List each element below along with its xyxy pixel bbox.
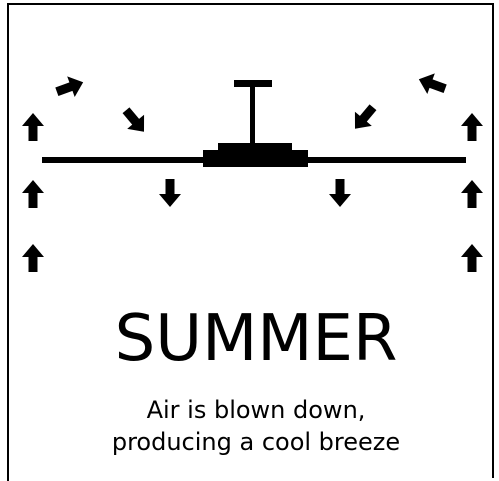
arrow-down [329,179,351,207]
downrod [250,86,255,146]
frame [7,3,494,481]
arrow-down [159,179,181,207]
arrow-top [415,68,449,100]
arrow-up [22,113,44,141]
arrow-diagonal [346,100,382,136]
arrow-up [461,244,483,272]
hub [203,150,308,167]
description-line: Air is blown down, [147,396,366,424]
title: SUMMER [115,302,398,376]
description-line: producing a cool breeze [112,428,400,456]
arrow-up [461,180,483,208]
arrow-up [22,180,44,208]
arrow-up [22,244,44,272]
arrow-up [461,113,483,141]
arrow-diagonal [117,103,153,139]
hub-top [218,143,292,153]
canopy [234,80,272,87]
fan [42,80,466,167]
arrow-top [53,71,87,103]
